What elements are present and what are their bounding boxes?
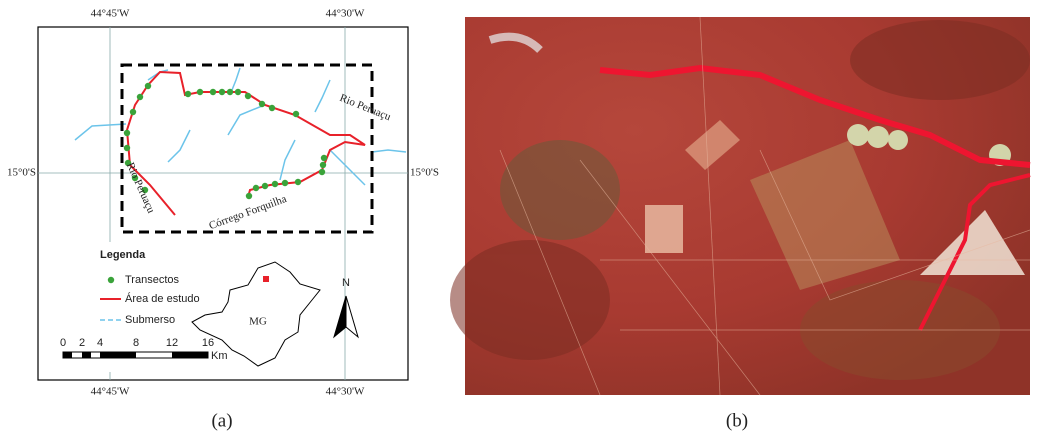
scale-label: 8 [133,337,139,349]
north-label: N [342,277,350,289]
legend-title: Legenda [100,249,146,261]
field [645,205,683,253]
caption: (a) [211,410,232,431]
state-label: MG [249,316,267,328]
latitude-label: 15°0'S [410,167,439,179]
legend-label: Área de estudo [125,292,200,305]
map-panel: 44°45'W 44°30'W 44°45'W 44°30'W 15°0'S 1… [7,8,439,432]
satellite-panel: (b) [450,17,1030,431]
longitude-label: 44°30'W [326,8,365,20]
legend-label: Submerso [125,314,175,326]
latitude-label: 15°0'S [7,167,36,179]
legend-symbol [108,277,114,283]
legend-label: Transectos [125,274,180,286]
scale-label: 0 [60,337,66,349]
longitude-label: 44°45'W [91,8,130,20]
scale-label: 2 [79,337,85,349]
caption: (b) [726,410,748,431]
scale-label: 12 [166,337,178,349]
scale-label: 16 [202,337,214,349]
scale-label: 4 [97,337,103,349]
scale-bar [63,352,208,358]
figure: 44°45'W 44°30'W 44°45'W 44°30'W 15°0'S 1… [0,0,1043,437]
location-marker [263,276,269,282]
longitude-label: 44°30'W [326,386,365,398]
scale-unit: Km [211,350,228,362]
longitude-label: 44°45'W [91,386,130,398]
